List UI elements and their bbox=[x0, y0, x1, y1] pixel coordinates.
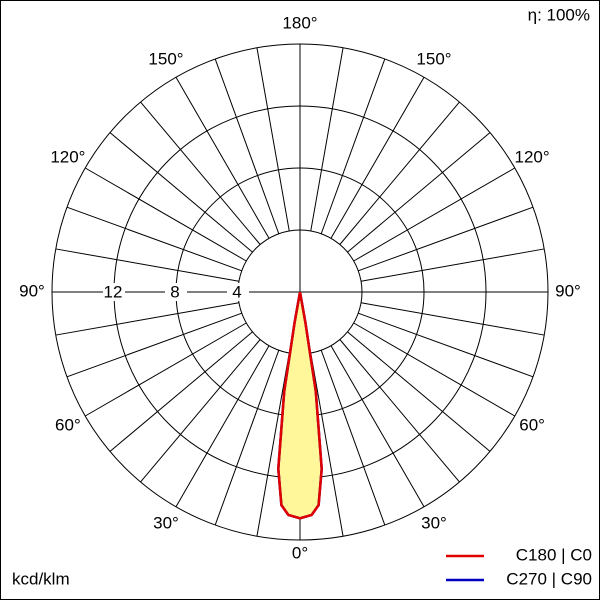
radial-line bbox=[214, 350, 280, 526]
efficiency-label: η: 100% bbox=[528, 5, 590, 24]
ring-label: 12 bbox=[104, 282, 123, 301]
ring-label-bg bbox=[165, 283, 187, 301]
curve bbox=[277, 291, 323, 520]
angle-label: 90° bbox=[555, 281, 581, 300]
angle-label: 30° bbox=[421, 514, 447, 533]
radial-line bbox=[140, 101, 261, 245]
outer-ring bbox=[51, 43, 549, 541]
radial-line bbox=[109, 132, 253, 253]
plot bbox=[277, 291, 323, 520]
radial-line bbox=[347, 331, 491, 452]
radial-line bbox=[84, 322, 247, 417]
ring-label-bg bbox=[227, 283, 249, 301]
radial-line bbox=[310, 352, 344, 537]
radial-line bbox=[360, 248, 545, 282]
radial-line bbox=[84, 167, 247, 262]
angle-label: 120° bbox=[515, 147, 550, 166]
radial-line bbox=[66, 312, 242, 378]
radial-line bbox=[353, 167, 516, 262]
angle-label: 150° bbox=[148, 49, 183, 68]
radial-line bbox=[360, 302, 545, 336]
radial-line bbox=[66, 206, 242, 272]
radial-line bbox=[310, 47, 344, 232]
angle-label: 30° bbox=[153, 514, 179, 533]
angle-label: 180° bbox=[282, 13, 317, 32]
angle-label: 150° bbox=[416, 49, 451, 68]
angle-label: 120° bbox=[50, 147, 85, 166]
curve-fill bbox=[278, 292, 322, 519]
radial-line bbox=[339, 101, 460, 245]
radial-line bbox=[256, 352, 290, 537]
radial-line bbox=[55, 248, 240, 282]
radial-line bbox=[347, 132, 491, 253]
radial-line bbox=[55, 302, 240, 336]
legend-label: C180 | C0 bbox=[516, 545, 592, 564]
radial-line bbox=[330, 345, 425, 508]
ring-label: 8 bbox=[170, 282, 179, 301]
angle-label: 0° bbox=[292, 543, 308, 562]
radial-line bbox=[353, 322, 516, 417]
unit-label: kcd/klm bbox=[12, 569, 70, 588]
radial-line bbox=[339, 339, 460, 483]
radial-line bbox=[109, 331, 253, 452]
radial-line bbox=[320, 350, 386, 526]
radial-line bbox=[320, 58, 386, 234]
radial-line bbox=[330, 76, 425, 239]
legend-label: C270 | C90 bbox=[506, 569, 592, 588]
angle-label: 60° bbox=[55, 415, 81, 434]
radial-line bbox=[358, 312, 534, 378]
radial-line bbox=[256, 47, 290, 232]
radial-line bbox=[175, 76, 270, 239]
radial-line bbox=[140, 339, 261, 483]
radial-line bbox=[214, 58, 280, 234]
radial-line bbox=[175, 345, 270, 508]
ring-label-bg bbox=[103, 283, 125, 301]
ring-label: 4 bbox=[232, 282, 241, 301]
angle-label: 90° bbox=[19, 281, 45, 300]
radial-line bbox=[358, 206, 534, 272]
angle-label: 60° bbox=[519, 415, 545, 434]
